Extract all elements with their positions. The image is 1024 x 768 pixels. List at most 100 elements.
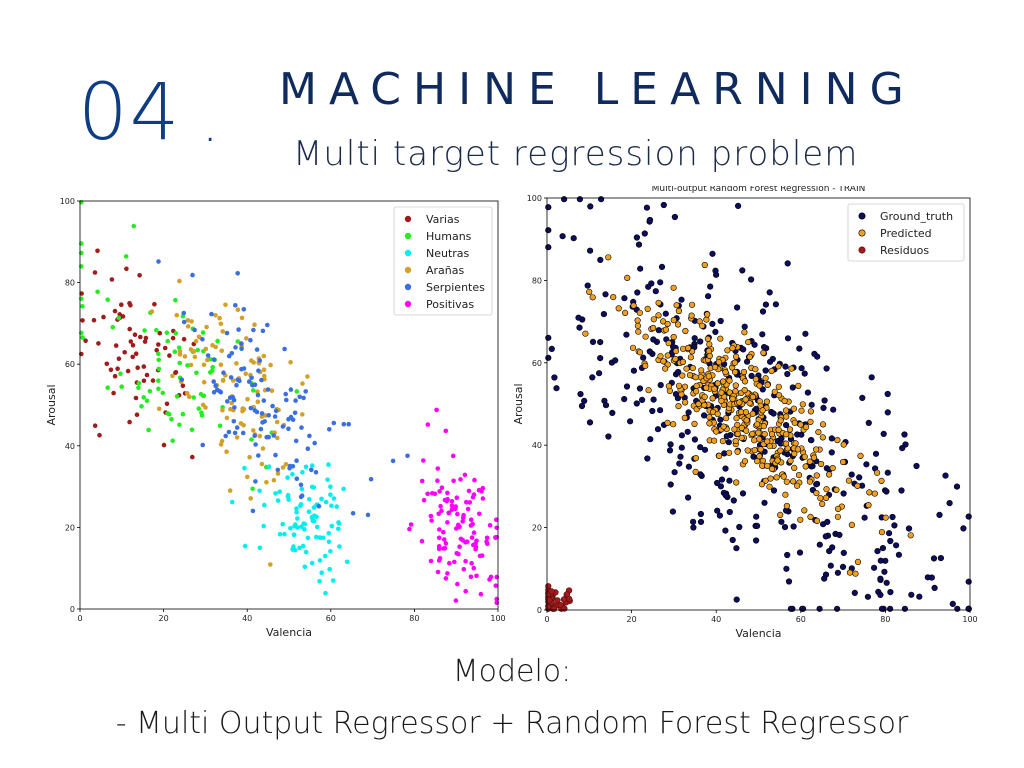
data-point xyxy=(736,523,743,531)
data-point xyxy=(232,405,237,410)
data-point xyxy=(688,312,695,319)
data-point xyxy=(736,399,743,406)
slide-subtitle: Multi target regression problem xyxy=(293,134,859,174)
data-point xyxy=(768,465,776,473)
data-point xyxy=(224,415,230,421)
data-point xyxy=(177,360,182,366)
data-point xyxy=(662,310,669,317)
y-tick-label: 0 xyxy=(70,605,75,614)
data-point xyxy=(602,402,610,409)
data-point xyxy=(823,486,830,493)
data-point xyxy=(726,449,733,456)
data-point xyxy=(561,605,568,612)
data-point xyxy=(576,196,583,203)
data-point xyxy=(232,430,238,436)
data-point xyxy=(689,301,696,308)
data-point xyxy=(675,403,682,410)
data-point xyxy=(220,329,225,334)
data-point xyxy=(678,391,685,398)
data-point xyxy=(840,549,847,557)
data-point xyxy=(194,370,199,376)
data-point xyxy=(143,335,149,341)
data-point xyxy=(840,458,847,466)
data-point xyxy=(886,530,893,537)
legend-label: Varias xyxy=(426,213,460,226)
data-point xyxy=(421,458,426,463)
data-point xyxy=(872,450,880,457)
data-point xyxy=(300,381,305,386)
data-point xyxy=(602,291,609,298)
data-point xyxy=(329,503,334,509)
data-point xyxy=(701,402,708,409)
data-point xyxy=(198,391,204,397)
data-point xyxy=(346,421,352,427)
data-point xyxy=(235,339,241,344)
data-point xyxy=(156,366,162,372)
data-point xyxy=(884,409,891,416)
data-point xyxy=(218,321,224,327)
data-point xyxy=(813,490,820,497)
data-point xyxy=(753,537,760,544)
data-point xyxy=(257,433,263,439)
data-point xyxy=(253,479,258,484)
data-point xyxy=(95,289,100,295)
data-point xyxy=(235,377,240,383)
data-point xyxy=(743,417,750,424)
data-point xyxy=(92,423,98,428)
data-point xyxy=(833,486,840,494)
data-point xyxy=(463,540,468,545)
data-point xyxy=(173,331,179,336)
legend-box xyxy=(847,203,965,262)
data-point xyxy=(665,383,672,390)
data-point xyxy=(761,499,768,506)
data-point xyxy=(223,302,228,308)
data-point xyxy=(671,213,678,221)
data-point xyxy=(487,577,492,582)
data-point xyxy=(294,458,299,464)
data-point xyxy=(258,426,264,432)
legend-box xyxy=(393,206,493,316)
data-point xyxy=(916,593,923,600)
data-point xyxy=(798,407,805,414)
data-point xyxy=(188,362,194,368)
data-point xyxy=(136,385,141,391)
data-point xyxy=(245,396,250,402)
data-point xyxy=(120,314,126,319)
data-point xyxy=(241,366,247,371)
data-point xyxy=(813,446,820,453)
data-point xyxy=(254,347,260,352)
data-point xyxy=(167,353,172,358)
data-point xyxy=(449,503,455,509)
data-point xyxy=(259,461,265,467)
data-point xyxy=(717,416,724,423)
data-point xyxy=(551,374,558,381)
data-point xyxy=(336,526,341,532)
data-point xyxy=(157,330,163,336)
data-point xyxy=(327,566,333,572)
data-point xyxy=(726,508,733,516)
data-point xyxy=(718,476,726,483)
data-point xyxy=(817,495,824,502)
data-point xyxy=(784,370,791,378)
data-point xyxy=(139,404,144,409)
data-point xyxy=(274,419,280,425)
data-point xyxy=(248,337,253,343)
data-point xyxy=(181,310,187,316)
data-point xyxy=(822,533,829,540)
data-point xyxy=(116,315,122,321)
data-point xyxy=(141,378,147,384)
data-point xyxy=(733,596,740,603)
data-point xyxy=(262,419,267,424)
data-point xyxy=(181,336,187,342)
data-point xyxy=(863,461,870,468)
y-tick-label: 100 xyxy=(60,197,75,206)
data-point xyxy=(313,470,319,475)
data-point xyxy=(766,443,773,450)
data-point xyxy=(734,430,741,437)
data-point xyxy=(672,355,679,363)
data-point xyxy=(243,371,248,376)
data-point xyxy=(271,433,276,438)
data-point xyxy=(664,352,671,359)
data-point xyxy=(557,602,564,609)
data-point xyxy=(217,423,223,429)
